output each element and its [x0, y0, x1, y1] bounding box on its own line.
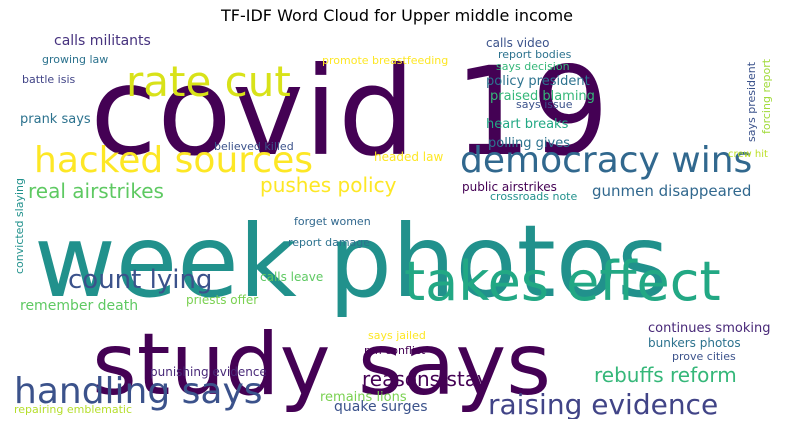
word-pm-conflict: pm conflict — [364, 344, 426, 357]
word-continues-smoking: continues smoking — [648, 321, 770, 336]
word-democracy-wins: democracy wins — [460, 140, 752, 181]
word-forcing-report: forcing report — [760, 58, 773, 134]
word-public-airstrikes: public airstrikes — [462, 180, 557, 194]
word-praised-blaming: praised blaming — [490, 89, 595, 104]
word-quake-surges: quake surges — [334, 399, 427, 415]
word-promote-breastfeeding: promote breastfeeding — [322, 54, 448, 67]
word-hacked-sources: hacked sources — [34, 140, 313, 181]
word-punishing-evidence: punishing evidence — [150, 365, 267, 379]
word-repairing-emblematic: repairing emblematic — [14, 403, 132, 416]
word-bunkers-photos: bunkers photos — [648, 336, 741, 350]
word-gunmen-disappeared: gunmen disappeared — [592, 182, 751, 200]
word-report-damage: report damage — [288, 236, 370, 249]
word-says-jailed: says jailed — [368, 329, 426, 342]
word-pushes-policy: pushes policy — [260, 173, 397, 197]
word-says-decision: says decision — [496, 60, 570, 73]
word-raising-evidence: raising evidence — [488, 388, 718, 419]
word-believed-killed: believed killed — [214, 140, 294, 153]
word-remember-death: remember death — [20, 298, 138, 314]
word-says-president: says president — [745, 61, 758, 142]
word-study-says: study says — [92, 315, 551, 415]
word-crossroads-note: crossroads note — [490, 190, 577, 203]
word-priests-offer: priests offer — [186, 293, 258, 307]
word-rate-cut: rate cut — [126, 57, 291, 106]
word-remains-lions: remains lions — [320, 390, 407, 405]
word-polling-gives: polling gives — [488, 136, 570, 151]
word-says-issue: says issue — [516, 98, 573, 111]
chart-title: TF-IDF Word Cloud for Upper middle incom… — [220, 6, 573, 25]
word-takes-effect: takes effect — [404, 250, 721, 313]
word-growing-law: growing law — [42, 53, 108, 66]
word-covid-19: covid 19 — [90, 41, 609, 183]
word-real-airstrikes: real airstrikes — [28, 179, 164, 203]
word-week-photos: week photos — [34, 203, 669, 320]
word-calls-militants: calls militants — [54, 34, 151, 49]
word-forget-women: forget women — [294, 215, 371, 228]
word-prank-says: prank says — [20, 112, 91, 127]
word-rebuffs-reform: rebuffs reform — [594, 363, 737, 387]
word-calls-video: calls video — [486, 36, 549, 50]
word-convicted-slaying: convicted slaying — [13, 178, 26, 274]
word-policy-president: policy president — [486, 74, 590, 89]
word-reasons-stay: reasons stay — [362, 367, 489, 391]
word-heart-breaks: heart breaks — [486, 117, 569, 132]
word-crew-hit: crew hit — [728, 149, 768, 160]
word-headed-law: headed law — [374, 150, 443, 164]
word-report-bodies: report bodies — [498, 48, 572, 61]
word-battle-isis: battle isis — [22, 73, 76, 86]
word-count-lying: count lying — [68, 265, 212, 295]
word-calls-leave: calls leave — [260, 270, 323, 284]
word-prove-cities: prove cities — [672, 350, 736, 363]
word-handling-says: handling says — [14, 371, 263, 412]
